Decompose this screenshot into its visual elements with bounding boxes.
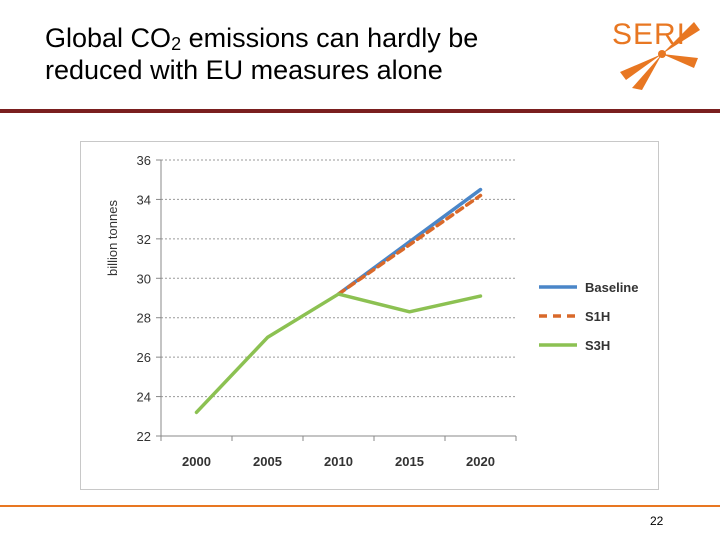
x-tick-label: 2000: [182, 454, 211, 469]
title-divider: [0, 109, 720, 113]
series-line-s1h: [336, 193, 483, 296]
x-tick-label: 2010: [324, 454, 353, 469]
y-tick-label: 28: [137, 311, 151, 326]
slide-title: Global CO2 emissions can hardly be reduce…: [45, 22, 585, 86]
y-tick-label: 32: [137, 232, 151, 247]
y-tick-label: 22: [137, 429, 151, 444]
y-tick-label: 30: [137, 271, 151, 286]
page-number: 22: [650, 514, 664, 528]
legend-label-s3h: S3H: [585, 338, 610, 353]
seri-logo: SERI: [590, 14, 706, 90]
title-subscript: 2: [171, 34, 182, 54]
title-part-2: emissions can hardly be: [181, 23, 479, 53]
y-tick-label: 36: [137, 153, 151, 168]
series-line-s3h: [194, 292, 483, 415]
y-tick-label: 26: [137, 350, 151, 365]
logo-text: SERI: [612, 18, 687, 51]
x-tick-label: 2005: [253, 454, 282, 469]
line-chart: 22 24 26 28 30 32 34 36 2000 2005 2010 2015 2020 bill…: [105, 153, 638, 469]
y-tick-label: 34: [137, 192, 151, 207]
chart-frame: 22 24 26 28 30 32 34 36 2000 2005 2010 2015 2020 bill…: [80, 141, 659, 490]
y-axis-title: billion tonnes: [105, 200, 120, 276]
title-line-2: reduced with EU measures alone: [45, 55, 443, 85]
logo-emblem-icon: [620, 22, 700, 90]
legend-label-baseline: Baseline: [585, 280, 638, 295]
legend-label-s1h: S1H: [585, 309, 610, 324]
x-tick-label: 2015: [395, 454, 424, 469]
title-part-1: Global CO: [45, 23, 172, 53]
footer-divider: [0, 505, 720, 507]
x-tick-label: 2020: [466, 454, 495, 469]
y-tick-label: 24: [137, 390, 151, 405]
